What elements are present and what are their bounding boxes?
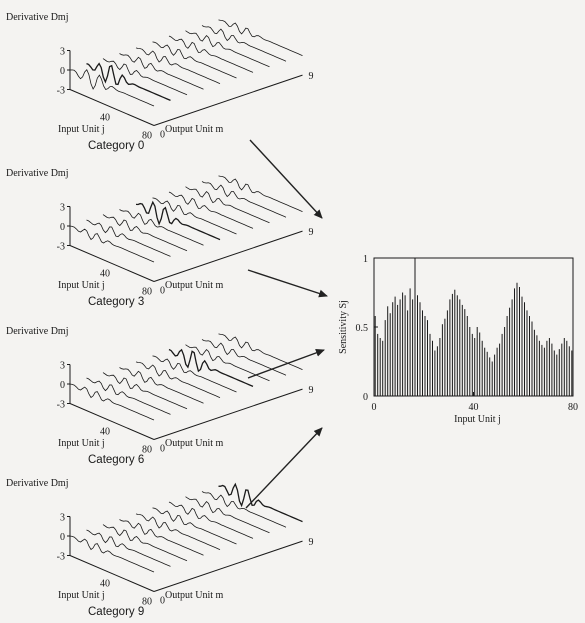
sensitivity-chart: 0 0.5 1 0 40 80 Input Unit j Sensitivity Sj [338,254,578,425]
derivative-panel: Derivative Dmj 3 0 -3 40 80 0 9 Input Unit j Outp… [6,12,314,152]
category-label: Category 3 [88,296,144,308]
category-label: Category 6 [88,454,144,466]
m-axis [154,389,303,439]
m-axis-label: Output Unit m [165,124,224,135]
panel-zlabel: Derivative Dmj [6,168,68,179]
panel-arrows [246,140,327,508]
z-tick-label: 0 [60,532,65,543]
derivative-panels: Derivative Dmj 3 0 -3 40 80 0 9 Input Unit j Outp… [6,12,314,618]
y-tick-label: 1 [363,254,368,265]
panel-zlabel: Derivative Dmj [6,326,68,337]
j-tick-label: 40 [100,113,110,124]
m-axis [154,75,303,125]
x-tick-label: 40 [469,402,479,413]
x-tick-label: 80 [568,402,578,413]
x-axis-label: Input Unit j [454,414,501,425]
j-axis-label: Input Unit j [58,280,105,291]
y-tick-label: 0 [363,392,368,403]
m-tick-label: 9 [309,537,314,548]
z-tick-label: -3 [57,400,65,411]
z-tick-label: -3 [57,86,65,97]
category-label: Category 9 [88,606,144,618]
z-tick-label: 3 [60,47,65,58]
derivative-panel: Derivative Dmj 3 0 -3 40 80 0 9 Input Unit j Outp… [6,326,314,466]
m-tick-label: 9 [309,385,314,396]
j-axis [70,90,154,126]
m-tick-label: 9 [309,227,314,238]
j-axis [70,246,154,282]
j-tick-label: 40 [100,269,110,280]
j-axis-label: Input Unit j [58,438,105,449]
j-tick-label: 40 [100,427,110,438]
z-tick-label: 0 [60,66,65,77]
j-axis [70,556,154,592]
panel-zlabel: Derivative Dmj [6,478,68,489]
j-axis [70,404,154,440]
j-axis-label: Input Unit j [58,590,105,601]
z-tick-label: 3 [60,513,65,524]
category-label: Category 0 [88,140,144,152]
m-tick-label: 9 [309,71,314,82]
z-tick-label: 3 [60,361,65,372]
plot-frame [374,258,573,396]
arrow-category-3 [248,270,327,296]
y-tick-label: 0.5 [356,323,369,334]
z-tick-label: -3 [57,242,65,253]
m-axis-label: Output Unit m [165,590,224,601]
m-axis [154,231,303,281]
z-tick-label: 0 [60,380,65,391]
derivative-panel: Derivative Dmj 3 0 -3 40 80 0 9 Input Unit j Outp… [6,478,314,618]
m-axis-label: Output Unit m [165,438,224,449]
m-axis [154,541,303,591]
z-tick-label: 3 [60,203,65,214]
x-tick-label: 0 [372,402,377,413]
j-axis-label: Input Unit j [58,124,105,135]
arrow-category-9 [246,428,322,508]
z-tick-label: -3 [57,552,65,563]
m-axis-label: Output Unit m [165,280,224,291]
derivative-panel: Derivative Dmj 3 0 -3 40 80 0 9 Input Unit j Outp… [6,168,314,308]
panel-zlabel: Derivative Dmj [6,12,68,23]
j-tick-label: 40 [100,579,110,590]
y-axis-label: Sensitivity Sj [338,300,349,354]
z-tick-label: 0 [60,222,65,233]
